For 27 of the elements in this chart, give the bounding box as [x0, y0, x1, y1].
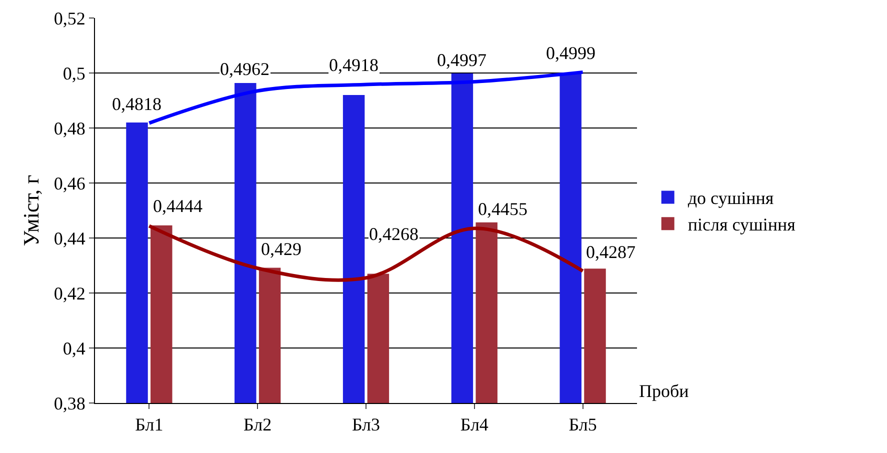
x-axis-title: Проби	[639, 381, 690, 401]
legend-label: після сушіння	[688, 214, 796, 235]
x-tick-label: Бл4	[460, 414, 488, 435]
y-tick-label: 0,46	[54, 173, 86, 194]
data-label: 0,4818	[112, 94, 162, 114]
y-tick-label: 0,42	[54, 283, 86, 304]
data-label: 0,4997	[437, 50, 486, 70]
data-label: 0,4962	[220, 59, 270, 79]
y-axis-title: Уміст, г	[18, 174, 44, 246]
x-tick-label: Бл3	[352, 414, 380, 435]
legend-label: до сушіння	[688, 188, 774, 208]
data-label: 0,4268	[369, 224, 418, 244]
y-tick-label: 0,4	[62, 338, 86, 358]
data-label: 0,4455	[478, 199, 528, 219]
y-tick-label: 0,38	[54, 393, 86, 414]
data-label: 0,4287	[586, 242, 636, 262]
x-tick-label: Бл2	[244, 414, 272, 435]
y-tick-label: 0,5	[62, 63, 86, 84]
data-label: 0,4918	[329, 55, 378, 75]
x-tick-label: Бл1	[135, 414, 164, 435]
data-label: 0,4999	[546, 43, 596, 63]
data-label: 0,4444	[153, 196, 202, 216]
y-tick-label: 0,44	[54, 228, 86, 248]
x-tick-label: Бл5	[568, 414, 597, 435]
data-label: 0,429	[261, 239, 302, 259]
y-tick-label: 0,52	[54, 8, 86, 28]
y-tick-label: 0,48	[54, 118, 86, 138]
